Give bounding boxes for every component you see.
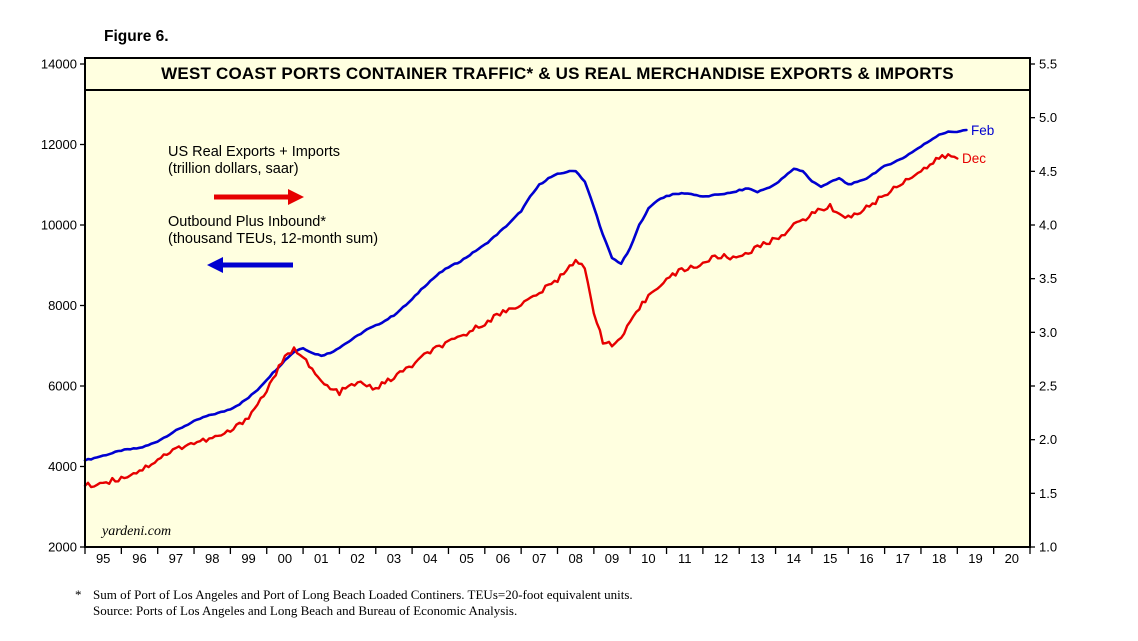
svg-text:2.0: 2.0 xyxy=(1039,432,1057,447)
svg-text:2.5: 2.5 xyxy=(1039,379,1057,394)
watermark: yardeni.com xyxy=(102,524,172,539)
svg-text:3.5: 3.5 xyxy=(1039,271,1057,286)
svg-text:4.0: 4.0 xyxy=(1039,218,1057,233)
svg-text:11: 11 xyxy=(678,551,692,566)
svg-text:18: 18 xyxy=(932,551,946,566)
blue-series-line xyxy=(83,128,968,462)
svg-text:2000: 2000 xyxy=(48,540,77,555)
figure-label: Figure 6. xyxy=(104,28,169,45)
red-series-annotation: US Real Exports + Imports (trillion doll… xyxy=(168,144,340,177)
red-arrowhead-icon xyxy=(288,189,304,205)
svg-text:12000: 12000 xyxy=(41,137,77,152)
svg-text:4000: 4000 xyxy=(48,459,77,474)
svg-text:03: 03 xyxy=(387,551,401,566)
footnotes: * Sum of Port of Los Angeles and Port of… xyxy=(75,587,633,619)
blue-end-label: Feb xyxy=(971,123,995,138)
svg-text:19: 19 xyxy=(968,551,982,566)
svg-text:97: 97 xyxy=(169,551,183,566)
svg-text:99: 99 xyxy=(241,551,255,566)
footnote-source: Source: Ports of Los Angeles and Long Be… xyxy=(93,603,518,618)
svg-text:16: 16 xyxy=(859,551,873,566)
chart-title: WEST COAST PORTS CONTAINER TRAFFIC* & US… xyxy=(161,64,954,83)
footnote-line1: Sum of Port of Los Angeles and Port of L… xyxy=(93,587,633,602)
footnote-spacer xyxy=(75,603,93,619)
svg-text:06: 06 xyxy=(496,551,510,566)
svg-text:8000: 8000 xyxy=(48,298,77,313)
svg-text:09: 09 xyxy=(605,551,619,566)
svg-text:98: 98 xyxy=(205,551,219,566)
svg-text:08: 08 xyxy=(568,551,582,566)
svg-text:04: 04 xyxy=(423,551,437,566)
red-series-sublabel: (trillion dollars, saar) xyxy=(168,160,299,177)
svg-text:1.0: 1.0 xyxy=(1039,540,1057,555)
svg-text:10000: 10000 xyxy=(41,218,77,233)
svg-text:3.0: 3.0 xyxy=(1039,325,1057,340)
blue-series-annotation: Outbound Plus Inbound* (thousand TEUs, 1… xyxy=(168,214,378,247)
svg-text:14000: 14000 xyxy=(41,57,77,72)
svg-text:5.5: 5.5 xyxy=(1039,57,1057,72)
svg-text:20: 20 xyxy=(1005,551,1019,566)
svg-text:4.5: 4.5 xyxy=(1039,164,1057,179)
svg-text:14: 14 xyxy=(787,551,801,566)
red-end-label: Dec xyxy=(962,151,987,166)
plot-background xyxy=(85,58,1030,547)
svg-text:13: 13 xyxy=(750,551,764,566)
svg-text:07: 07 xyxy=(532,551,546,566)
red-series-line xyxy=(83,153,959,489)
blue-arrowhead-icon xyxy=(207,257,223,273)
svg-text:00: 00 xyxy=(278,551,292,566)
svg-text:5.0: 5.0 xyxy=(1039,110,1057,125)
red-series-label: US Real Exports + Imports xyxy=(168,144,341,160)
blue-series-label: Outbound Plus Inbound* xyxy=(168,214,327,230)
svg-text:05: 05 xyxy=(459,551,473,566)
svg-text:17: 17 xyxy=(896,551,910,566)
svg-text:12: 12 xyxy=(714,551,728,566)
svg-text:15: 15 xyxy=(823,551,837,566)
blue-series-sublabel: (thousand TEUs, 12-month sum) xyxy=(168,230,379,247)
svg-text:02: 02 xyxy=(350,551,364,566)
svg-text:01: 01 xyxy=(314,551,328,566)
svg-text:95: 95 xyxy=(96,551,110,566)
svg-text:96: 96 xyxy=(132,551,146,566)
svg-text:6000: 6000 xyxy=(48,379,77,394)
svg-text:1.5: 1.5 xyxy=(1039,486,1057,501)
svg-text:10: 10 xyxy=(641,551,655,566)
footnote-asterisk: * xyxy=(75,587,82,602)
